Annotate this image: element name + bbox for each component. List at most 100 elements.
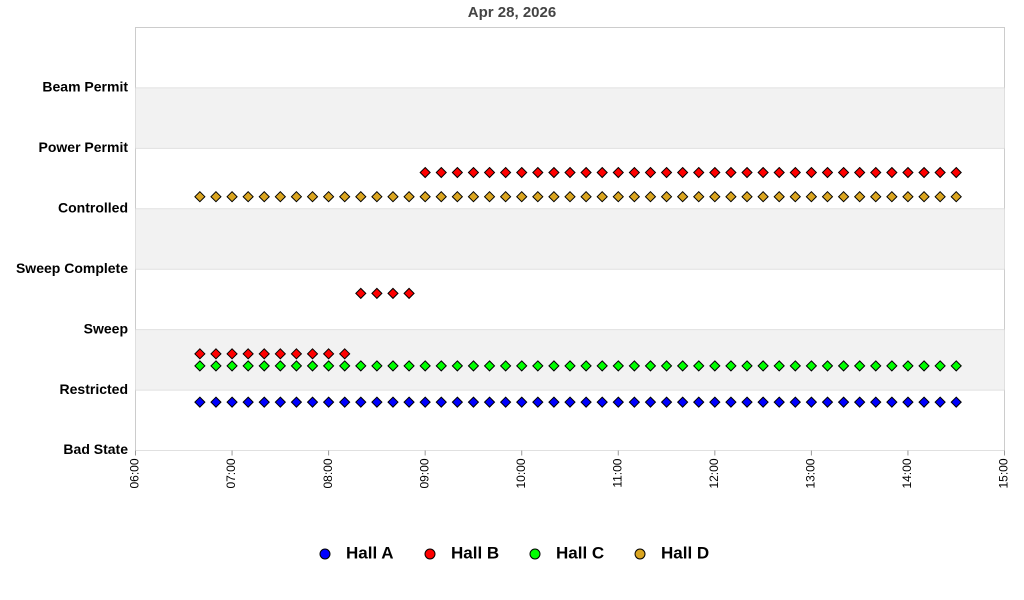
point (355, 360, 367, 372)
point (870, 166, 882, 179)
legend-label: Hall D (661, 543, 709, 562)
point (902, 190, 914, 203)
point (564, 190, 576, 203)
point (596, 360, 608, 372)
point (355, 396, 367, 408)
point (886, 166, 898, 179)
point (194, 190, 206, 203)
point (821, 166, 834, 179)
point (210, 348, 222, 360)
point (548, 166, 560, 179)
point (274, 190, 287, 203)
point (322, 360, 335, 372)
point (725, 396, 737, 408)
point (660, 396, 673, 408)
point (934, 190, 946, 203)
point (612, 166, 624, 179)
point (194, 396, 206, 408)
point (596, 190, 608, 203)
band (135, 87, 1005, 149)
point (242, 190, 254, 203)
x-tick-label: 11:00 (610, 458, 624, 487)
point (435, 166, 447, 179)
point (451, 190, 464, 203)
point (934, 166, 946, 179)
legend-label: Hall C (556, 543, 604, 562)
point (821, 360, 834, 372)
point (338, 190, 351, 203)
point (805, 166, 818, 179)
point (918, 396, 930, 408)
point (789, 166, 802, 179)
point (258, 360, 270, 372)
point (644, 190, 657, 203)
point (580, 166, 592, 179)
point (870, 396, 882, 408)
point (371, 287, 383, 300)
point (210, 396, 222, 408)
point (950, 190, 962, 203)
point (853, 166, 866, 179)
band (135, 329, 1005, 391)
point (564, 396, 576, 408)
point (693, 166, 705, 179)
point (322, 396, 335, 408)
point (757, 166, 769, 179)
point (612, 190, 624, 203)
y-tick-label: Sweep Complete (16, 260, 128, 276)
point (306, 360, 319, 372)
point (483, 190, 496, 203)
point (403, 360, 415, 372)
point (226, 396, 238, 408)
point (419, 360, 431, 372)
point (628, 190, 641, 203)
point (210, 360, 222, 372)
point (628, 360, 641, 372)
point (194, 348, 206, 360)
point (451, 360, 464, 372)
point (693, 396, 705, 408)
point (950, 396, 962, 408)
point (258, 348, 270, 360)
point (387, 360, 399, 372)
point (499, 166, 512, 179)
point (548, 396, 560, 408)
legend-marker (424, 548, 436, 560)
point (355, 190, 367, 203)
point (306, 348, 319, 360)
y-tick-label: Sweep (84, 320, 128, 336)
point (709, 166, 721, 179)
point (886, 396, 898, 408)
point (306, 190, 319, 203)
point (435, 360, 447, 372)
point (837, 166, 850, 179)
point (789, 396, 802, 408)
point (741, 190, 753, 203)
point (870, 360, 882, 372)
point (226, 190, 238, 203)
point (709, 396, 721, 408)
point (403, 287, 415, 300)
point (644, 360, 657, 372)
y-tick-label: Restricted (60, 381, 128, 397)
point (467, 166, 480, 179)
point (660, 360, 673, 372)
point (660, 190, 673, 203)
point (467, 190, 480, 203)
point (355, 287, 367, 300)
x-tick-label: 14:00 (900, 458, 914, 488)
point (548, 190, 560, 203)
point (676, 360, 689, 372)
point (451, 396, 464, 408)
point (837, 360, 850, 372)
point (918, 190, 930, 203)
point (290, 190, 303, 203)
point (950, 360, 962, 372)
point (676, 190, 689, 203)
point (532, 360, 544, 372)
point (676, 396, 689, 408)
point (371, 190, 383, 203)
point (242, 396, 254, 408)
y-tick-label: Bad State (63, 441, 128, 457)
